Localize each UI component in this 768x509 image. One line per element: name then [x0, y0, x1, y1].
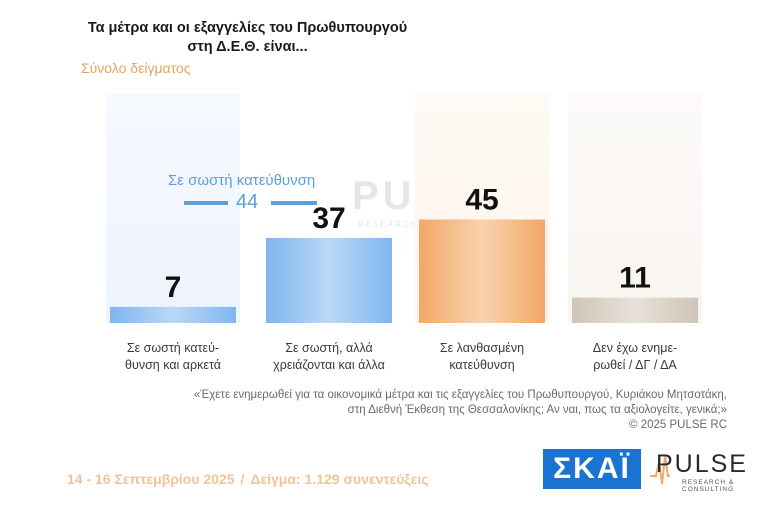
bar	[266, 237, 392, 323]
chart-subtitle: Σύνολο δείγματος	[81, 60, 191, 76]
skai-logo: ΣΚΑΪ	[543, 449, 641, 489]
tick-label-line: Σε σωστή κατεύ-	[127, 341, 219, 355]
tick-label: Σε σωστή, αλλά χρειάζονται και άλλα	[273, 341, 385, 372]
pulse-wave-icon	[650, 455, 670, 485]
title-line-1: Τα μέτρα και οι εξαγγελίες του Πρωθυπουρ…	[87, 20, 408, 36]
question-line-2: στη Διεθνή Έκθεση της Θεσσαλονίκης; Αν ν…	[347, 404, 727, 416]
tick-label-line: κατεύθυνση	[449, 358, 514, 372]
pulse-logo-sub: RESEARCH & CONSULTING	[682, 479, 735, 493]
title-line-2: στη Δ.Ε.Θ. είναι...	[187, 39, 308, 55]
bar-background	[106, 93, 240, 323]
bar-background	[568, 93, 702, 323]
data-label: 11	[619, 262, 651, 295]
footer-sample: Δείγμα: 1.129 συνεντεύξεις	[250, 471, 429, 487]
data-label: 7	[165, 271, 182, 304]
tick-label: Σε λανθασμένη κατεύθυνση	[440, 341, 524, 372]
tick-label-line: θυνση και αρκετά	[125, 358, 221, 372]
pulse-logo: PULSE	[656, 450, 748, 478]
bar	[419, 219, 545, 323]
tick-label-line: ρωθεί / ΔΓ / ΔΑ	[593, 358, 677, 372]
tick-label: Σε σωστή κατεύ-θυνση και αρκετά	[125, 341, 221, 372]
footer: 14 - 16 Σεπτεμβρίου 2025 / Δείγμα: 1.129 σ…	[67, 471, 428, 487]
bar	[110, 306, 236, 323]
bar	[572, 297, 698, 323]
tick-label-line: χρειάζονται και άλλα	[273, 358, 385, 372]
annotation-value: 44	[236, 191, 259, 213]
survey-question: «Έχετε ενημερωθεί για τα οικονομικά μέτρ…	[130, 388, 727, 433]
annotation-line-left	[184, 201, 228, 205]
question-line-1: «Έχετε ενημερωθεί για τα οικονομικά μέτρ…	[193, 389, 727, 401]
tick-label-line: Σε σωστή, αλλά	[285, 341, 373, 355]
footer-separator: /	[240, 471, 245, 487]
annotation-line-right	[271, 201, 317, 205]
chart-title: Τα μέτρα και οι εξαγγελίες του Πρωθυπουρ…	[0, 19, 495, 57]
tick-label: Δεν έχω ενημε-ρωθεί / ΔΓ / ΔΑ	[593, 341, 678, 372]
data-label: 45	[465, 184, 498, 217]
tick-label-line: Δεν έχω ενημε-	[593, 341, 677, 355]
tick-label-line: Σε λανθασμένη	[440, 341, 524, 355]
footer-dates: 14 - 16 Σεπτεμβρίου 2025	[67, 471, 235, 487]
copyright: © 2025 PULSE RC	[629, 419, 727, 431]
data-label: 37	[312, 202, 345, 235]
annotation-label: Σε σωστή κατεύθυνση	[168, 172, 316, 189]
